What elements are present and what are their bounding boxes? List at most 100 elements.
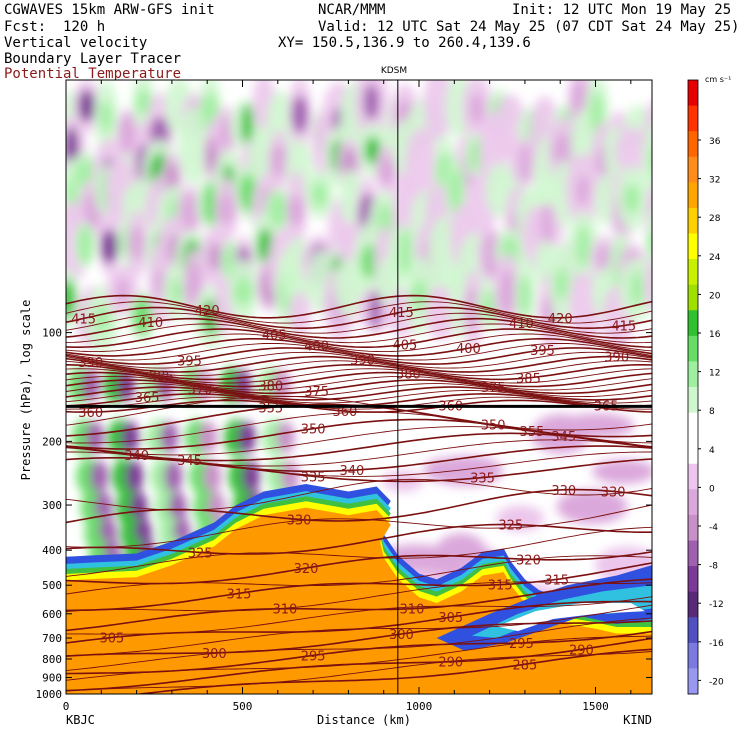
velocity-core xyxy=(132,296,152,336)
theta-contour-line xyxy=(66,386,652,401)
velocity-band xyxy=(85,421,104,454)
velocity-core xyxy=(470,93,485,125)
colorbar-swatch xyxy=(688,617,698,644)
colorbar-swatch xyxy=(688,310,698,337)
theta-contour-line xyxy=(66,375,652,391)
velocity-band xyxy=(207,491,226,524)
velocity-cell xyxy=(404,127,438,203)
theta-contour-label: 400 xyxy=(456,342,481,357)
theta-contour-label: 290 xyxy=(438,656,463,671)
theta-contour-line xyxy=(66,523,652,555)
theta-contour-label: 365 xyxy=(135,391,160,406)
colorbar-swatch xyxy=(688,259,698,286)
velocity-core xyxy=(203,182,219,226)
y-axis-title: Pressure (hPa), log scale xyxy=(19,300,33,481)
velocity-core xyxy=(129,226,146,261)
theta-contour-line xyxy=(66,371,652,388)
theta-contour-line xyxy=(66,383,652,398)
theta-contour-label: 415 xyxy=(611,320,636,335)
velocity-core xyxy=(77,225,93,265)
velocity-core xyxy=(66,279,76,320)
theta-contour-label: 385 xyxy=(516,372,541,387)
velocity-cell xyxy=(642,123,652,199)
velocity-band xyxy=(168,491,187,524)
theta-contour-line xyxy=(66,395,652,431)
theta-contour-line xyxy=(66,301,652,324)
colorbar-tick-label: 28 xyxy=(709,214,721,224)
x-axis-title: Distance (km) xyxy=(317,713,411,727)
theta-contour-label: 375 xyxy=(304,385,329,400)
init-time: Init: 12 UTC Mon 19 May 25 xyxy=(512,2,732,18)
theta-contour-line xyxy=(66,562,652,612)
theta-contour-label: 405 xyxy=(262,328,287,343)
theta-contour-label: 310 xyxy=(400,603,425,618)
velocity-band xyxy=(117,369,136,402)
velocity-core xyxy=(268,192,288,228)
tracer-core xyxy=(66,507,652,694)
colorbar-tick-label: -12 xyxy=(709,600,724,610)
colorbar-tick-label: 12 xyxy=(709,369,720,379)
velocity-core xyxy=(185,262,203,308)
theta-contour-line xyxy=(66,390,652,404)
colorbar-swatch xyxy=(688,233,698,260)
y-tick-label: 200 xyxy=(42,435,62,448)
theta-contour-label: 340 xyxy=(124,449,149,464)
y-tick-label: 600 xyxy=(42,608,62,621)
theta-contour-label: 300 xyxy=(202,647,227,662)
velocity-band xyxy=(164,460,183,493)
theta-contour-line xyxy=(66,355,652,373)
velocity-core xyxy=(540,204,554,249)
theta-contour-label: 405 xyxy=(392,338,417,353)
velocity-core xyxy=(623,184,641,213)
theta-contour-line xyxy=(66,294,652,319)
theta-contour-label: 390 xyxy=(350,354,375,369)
colorbar-swatch xyxy=(688,668,698,695)
theta-contour-line xyxy=(66,306,652,330)
theta-contour-line xyxy=(133,648,652,694)
velocity-core xyxy=(649,147,652,175)
colorbar-swatch xyxy=(688,387,698,414)
theta-contour-label: 340 xyxy=(340,464,365,479)
theta-contour-label: 335 xyxy=(301,470,326,485)
theta-contour-label: 350 xyxy=(481,419,506,434)
theta-contour-label: 375 xyxy=(481,381,506,396)
colorbar-swatch xyxy=(688,207,698,234)
theta-contour-label: 420 xyxy=(195,304,220,319)
theta-contour-label: 335 xyxy=(470,472,495,487)
velocity-band xyxy=(203,460,222,493)
velocity-core xyxy=(630,271,644,307)
velocity-cell xyxy=(592,459,652,484)
theta-contour-line xyxy=(66,317,652,339)
theta-contour-line xyxy=(66,347,652,365)
theta-contour-label: 360 xyxy=(332,405,357,420)
velocity-core xyxy=(647,231,652,255)
velocity-core xyxy=(554,267,568,300)
xy-range: XY= 150.5,136.9 to 260.4,139.6 xyxy=(278,35,531,51)
theta-contour-label: 315 xyxy=(227,587,252,602)
colorbar-swatch xyxy=(688,156,698,183)
colorbar-tick-label: -20 xyxy=(709,677,724,687)
theta-contour-label: 380 xyxy=(396,367,421,382)
colorbar-tick-label: 32 xyxy=(709,176,720,186)
theta-contour-line xyxy=(66,368,652,384)
theta-contour-label: 295 xyxy=(301,649,326,664)
colorbar-swatch xyxy=(688,284,698,311)
theta-contour-line xyxy=(66,581,652,612)
velocity-core xyxy=(219,116,232,150)
velocity-core xyxy=(482,232,500,278)
theta-contour-label: 330 xyxy=(287,513,312,528)
theta-contour-line xyxy=(66,596,652,635)
y-tick-label: 800 xyxy=(42,653,62,666)
velocity-core xyxy=(218,194,235,225)
velocity-core xyxy=(100,229,118,265)
theta-contour-label: 420 xyxy=(548,312,573,327)
theta-contour-label: 330 xyxy=(551,484,576,499)
theta-contour-label: 325 xyxy=(498,519,523,534)
x-right-endpoint: KIND xyxy=(623,713,652,727)
y-tick-label: 900 xyxy=(42,671,62,684)
theta-contour-label: 320 xyxy=(516,553,541,568)
x-tick-label: 500 xyxy=(233,700,253,713)
theta-contour-line xyxy=(66,351,652,369)
plot-frame xyxy=(65,79,653,695)
